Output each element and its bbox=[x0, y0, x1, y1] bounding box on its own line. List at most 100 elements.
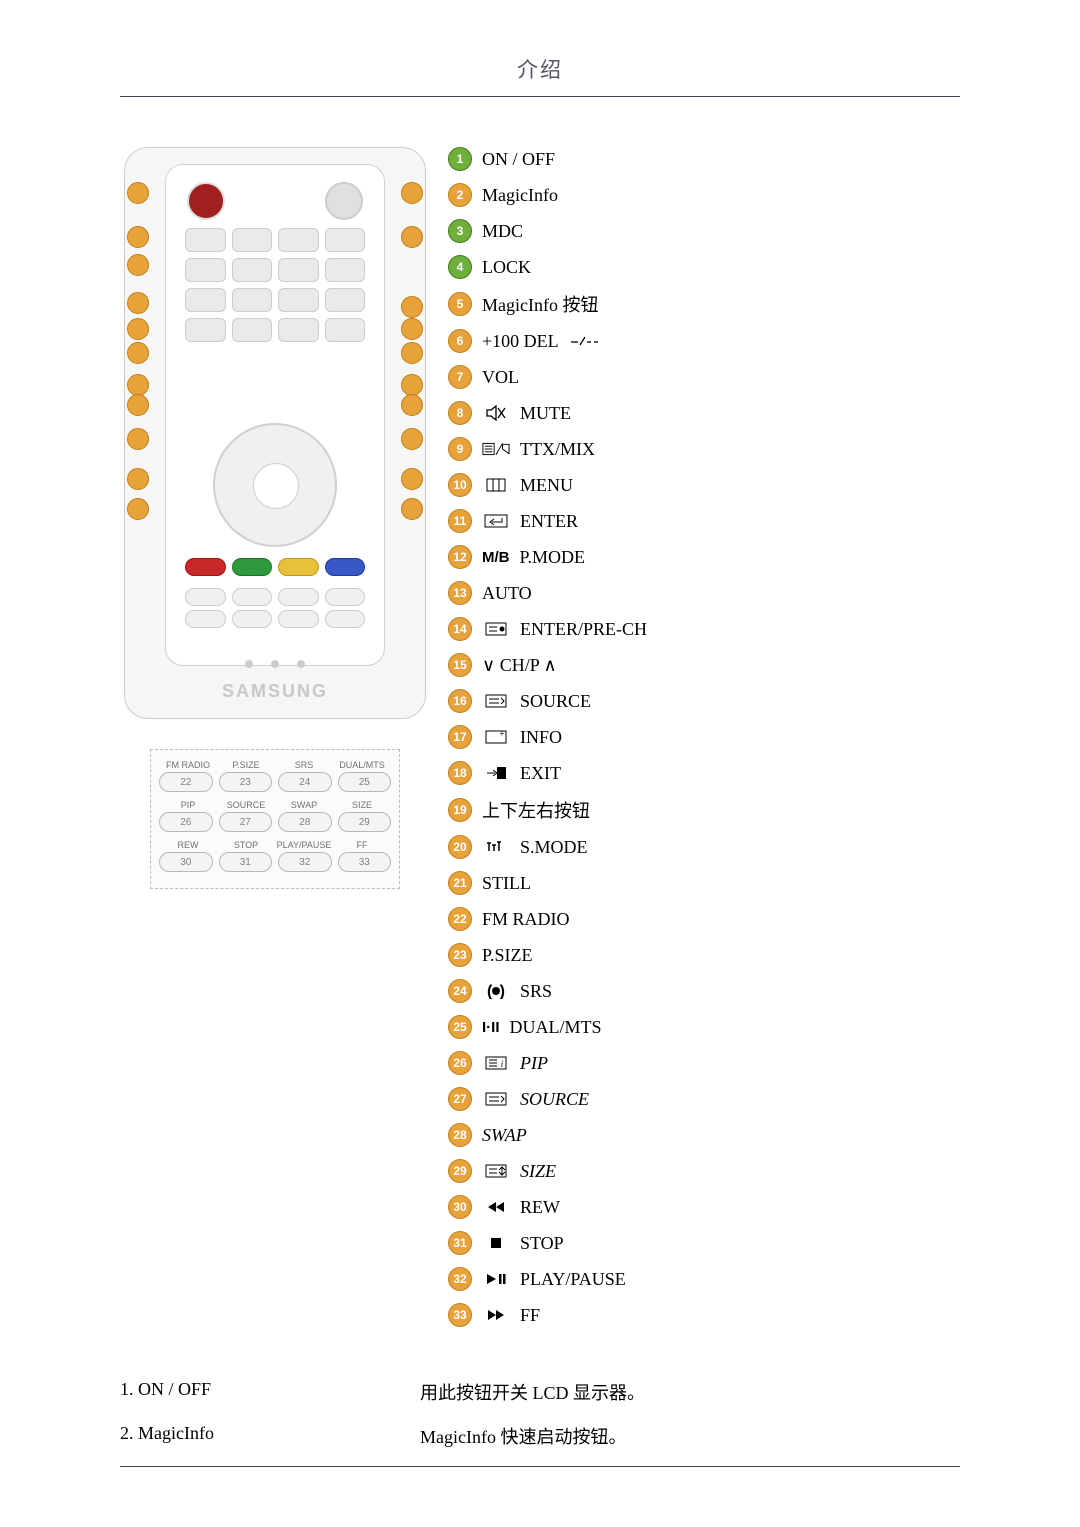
rew-icon bbox=[482, 1201, 510, 1213]
legend-number-circle: 22 bbox=[448, 907, 472, 931]
legend-number-circle: 4 bbox=[448, 255, 472, 279]
legend-number-circle: 28 bbox=[448, 1123, 472, 1147]
legend-row: 27 SOURCE bbox=[448, 1087, 960, 1111]
legend-label: STILL bbox=[482, 873, 531, 894]
extra-row-labels: PIPSOURCESWAPSIZE bbox=[159, 800, 391, 810]
extra-label: P.SIZE bbox=[217, 760, 275, 770]
extra-row-labels: REWSTOPPLAY/PAUSEFF bbox=[159, 840, 391, 850]
extra-row-nums: 30313233 bbox=[159, 852, 391, 872]
mute-icon bbox=[482, 405, 510, 421]
enter-icon bbox=[482, 514, 510, 528]
legend-number-circle: 5 bbox=[448, 292, 472, 316]
extra-label: SRS bbox=[275, 760, 333, 770]
legend-row: 26iPIP bbox=[448, 1051, 960, 1075]
legend-row: 31STOP bbox=[448, 1231, 960, 1255]
legend-row: 8MUTE bbox=[448, 401, 960, 425]
legend-label: ∨ CH/P ∧ bbox=[482, 655, 557, 676]
legend-number-circle: 23 bbox=[448, 943, 472, 967]
legend-row: 33FF bbox=[448, 1303, 960, 1327]
legend-label: 上下左右按钮 bbox=[482, 797, 590, 823]
legend-label: MENU bbox=[520, 475, 573, 496]
extra-num-pill: 27 bbox=[219, 812, 273, 832]
svg-text:): ) bbox=[500, 983, 505, 999]
legend-label: LOCK bbox=[482, 257, 531, 278]
legend-number-circle: 15 bbox=[448, 653, 472, 677]
dash-slash-icon bbox=[569, 335, 599, 347]
legend-row: 5MagicInfo 按钮 bbox=[448, 291, 960, 317]
legend-number-circle: 27 bbox=[448, 1087, 472, 1111]
definition-term: 2. MagicInfo bbox=[120, 1423, 420, 1449]
legend-row: 16SOURCE bbox=[448, 689, 960, 713]
size-icon bbox=[482, 1164, 510, 1178]
legend-number-circle: 10 bbox=[448, 473, 472, 497]
srs-icon: () bbox=[482, 983, 510, 999]
legend-row: 6+100 DEL bbox=[448, 329, 960, 353]
extra-num-pill: 22 bbox=[159, 772, 213, 792]
menu-bars-icon bbox=[482, 478, 510, 492]
extra-label: PLAY/PAUSE bbox=[275, 840, 333, 850]
definition-desc: MagicInfo 快速启动按钮。 bbox=[420, 1423, 960, 1449]
extra-num-pill: 26 bbox=[159, 812, 213, 832]
info-icon: + bbox=[482, 730, 510, 744]
legend-label: SOURCE bbox=[520, 1089, 589, 1110]
legend-row: 23P.SIZE bbox=[448, 943, 960, 967]
pre-ch-icon bbox=[482, 622, 510, 636]
list-i-icon: i bbox=[482, 1056, 510, 1070]
legend-number-circle: 16 bbox=[448, 689, 472, 713]
legend-row: 7VOL bbox=[448, 365, 960, 389]
extra-num-pill: 23 bbox=[219, 772, 273, 792]
legend-number-circle: 17 bbox=[448, 725, 472, 749]
legend-label: SWAP bbox=[482, 1125, 527, 1146]
legend-row: 13AUTO bbox=[448, 581, 960, 605]
legend-label: VOL bbox=[482, 367, 519, 388]
legend-row: 10 MENU bbox=[448, 473, 960, 497]
legend-row: 2MagicInfo bbox=[448, 183, 960, 207]
page-title: 介绍 bbox=[120, 54, 960, 97]
legend-row: 18EXIT bbox=[448, 761, 960, 785]
brand-label: SAMSUNG bbox=[125, 681, 425, 702]
legend-list: 1ON / OFF2MagicInfo3MDC4LOCK5MagicInfo 按… bbox=[448, 147, 960, 1339]
extra-num-pill: 30 bbox=[159, 852, 213, 872]
legend-label: EXIT bbox=[520, 763, 561, 784]
legend-number-circle: 20 bbox=[448, 835, 472, 859]
smode-icon bbox=[482, 840, 510, 854]
legend-label: ON / OFF bbox=[482, 149, 555, 170]
legend-number-circle: 24 bbox=[448, 979, 472, 1003]
extra-num-pill: 32 bbox=[278, 852, 332, 872]
legend-row: 28 SWAP bbox=[448, 1123, 960, 1147]
legend-row: 22 FM RADIO bbox=[448, 907, 960, 931]
extra-row-nums: 26272829 bbox=[159, 812, 391, 832]
extra-label: SOURCE bbox=[217, 800, 275, 810]
svg-text:+: + bbox=[500, 730, 505, 738]
ff-icon bbox=[482, 1309, 510, 1321]
extra-num-pill: 29 bbox=[338, 812, 392, 832]
extra-row-labels: FM RADIOP.SIZESRSDUAL/MTS bbox=[159, 760, 391, 770]
legend-row: 29SIZE bbox=[448, 1159, 960, 1183]
legend-number-circle: 6 bbox=[448, 329, 472, 353]
legend-number-circle: 30 bbox=[448, 1195, 472, 1219]
definition-desc: 用此按钮开关 LCD 显示器。 bbox=[420, 1379, 960, 1405]
extra-label: PIP bbox=[159, 800, 217, 810]
extra-num-pill: 25 bbox=[338, 772, 392, 792]
legend-label: P.MODE bbox=[520, 547, 586, 568]
legend-label: MUTE bbox=[520, 403, 571, 424]
legend-label: REW bbox=[520, 1197, 560, 1218]
legend-number-circle: 29 bbox=[448, 1159, 472, 1183]
legend-label: ENTER/PRE-CH bbox=[520, 619, 647, 640]
footer-rule bbox=[120, 1466, 960, 1467]
legend-row: 9TTX/MIX bbox=[448, 437, 960, 461]
legend-label: DUAL/MTS bbox=[510, 1017, 602, 1038]
extra-label: SWAP bbox=[275, 800, 333, 810]
legend-number-circle: 32 bbox=[448, 1267, 472, 1291]
legend-label: PLAY/PAUSE bbox=[520, 1269, 626, 1290]
legend-row: 21STILL bbox=[448, 871, 960, 895]
exit-icon bbox=[482, 766, 510, 780]
legend-row: 14ENTER/PRE-CH bbox=[448, 617, 960, 641]
legend-row: 3MDC bbox=[448, 219, 960, 243]
extra-row-nums: 22232425 bbox=[159, 772, 391, 792]
legend-label: FM RADIO bbox=[482, 909, 570, 930]
definition-term: 1. ON / OFF bbox=[120, 1379, 420, 1405]
svg-text:i: i bbox=[501, 1059, 504, 1069]
legend-row: 15 ∨ CH/P ∧ bbox=[448, 653, 960, 677]
extra-label: DUAL/MTS bbox=[333, 760, 391, 770]
